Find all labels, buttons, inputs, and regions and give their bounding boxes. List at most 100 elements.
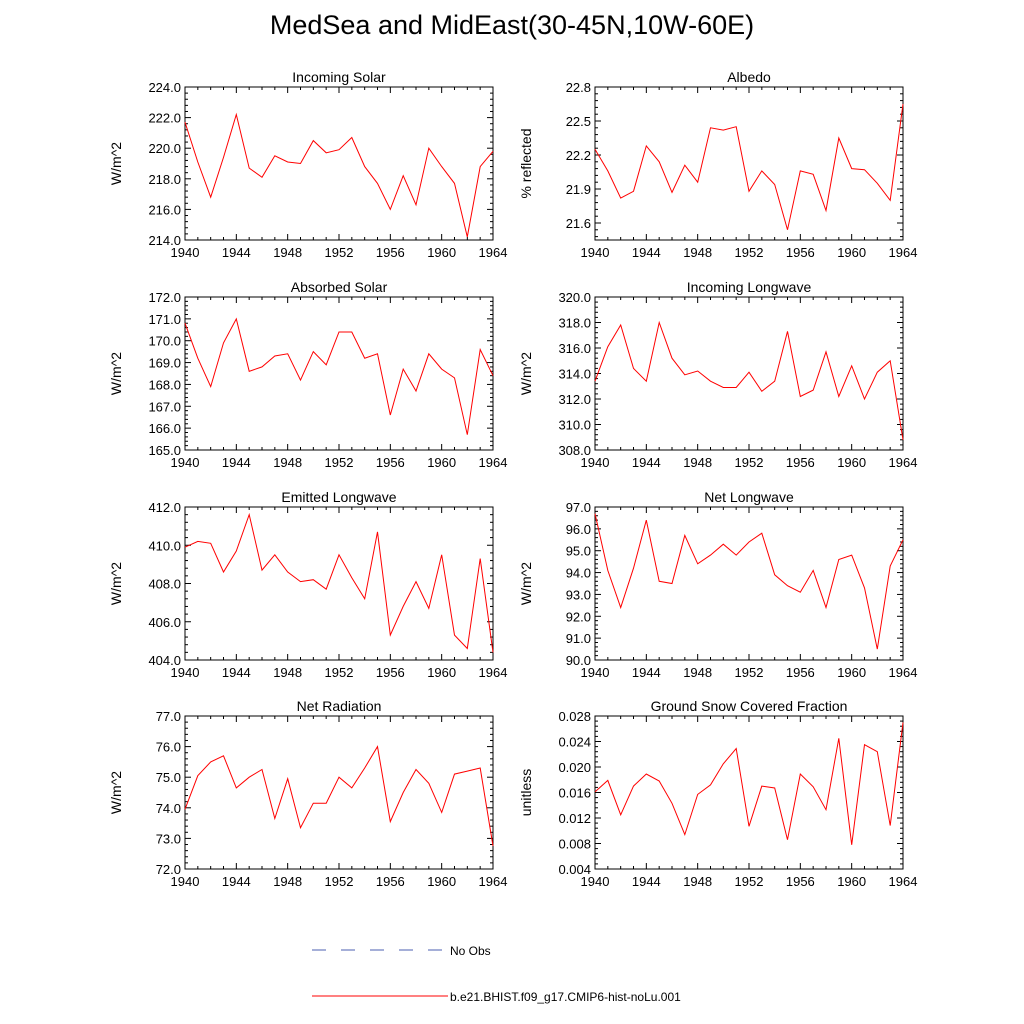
albedo-x-tick-label: 1956 [786, 245, 815, 260]
net-radiation-x-tick-label: 1948 [273, 874, 302, 889]
incoming-solar-title: Incoming Solar [292, 69, 386, 85]
albedo-y-tick-label: 22.8 [566, 80, 591, 95]
ground-snow-covered-fraction-y-axis-label: unitless [518, 769, 534, 816]
ground-snow-covered-fraction-title: Ground Snow Covered Fraction [651, 698, 848, 714]
net-longwave-x-tick-label: 1944 [632, 665, 661, 680]
absorbed-solar-y-tick-label: 165.0 [148, 443, 181, 458]
net-radiation-y-tick-label: 74.0 [156, 801, 181, 816]
albedo-x-tick-label: 1944 [632, 245, 661, 260]
net-longwave-y-tick-label: 93.0 [566, 587, 591, 602]
incoming-solar-x-tick-label: 1964 [479, 245, 508, 260]
net-longwave-series-line [594, 513, 904, 650]
incoming-longwave-frame [594, 296, 904, 451]
incoming-solar-series-line [184, 112, 494, 238]
ground-snow-covered-fraction-x-tick-label: 1960 [837, 874, 866, 889]
albedo-x-tick-label: 1964 [889, 245, 918, 260]
net-longwave-title: Net Longwave [704, 489, 794, 505]
ground-snow-covered-fraction-x-tick-label: 1944 [632, 874, 661, 889]
incoming-longwave-x-tick-label: 1964 [889, 455, 918, 470]
net-longwave-x-tick-label: 1940 [581, 665, 610, 680]
emitted-longwave-y-tick-label: 408.0 [148, 577, 181, 592]
albedo-x-tick-label: 1940 [581, 245, 610, 260]
emitted-longwave-x-tick-label: 1960 [427, 665, 456, 680]
emitted-longwave-x-tick-label: 1956 [376, 665, 405, 680]
emitted-longwave-x-tick-label: 1952 [325, 665, 354, 680]
net-radiation-y-tick-label: 77.0 [156, 709, 181, 724]
incoming-longwave-x-tick-label: 1944 [632, 455, 661, 470]
emitted-longwave-x-tick-label: 1948 [273, 665, 302, 680]
albedo-y-tick-label: 22.5 [566, 114, 591, 129]
ground-snow-covered-fraction-y-tick-label: 0.016 [558, 786, 591, 801]
net-longwave-y-tick-label: 92.0 [566, 609, 591, 624]
net-radiation-x-tick-label: 1956 [376, 874, 405, 889]
ground-snow-covered-fraction-x-tick-label: 1956 [786, 874, 815, 889]
net-radiation-y-tick-label: 75.0 [156, 770, 181, 785]
emitted-longwave-x-tick-label: 1944 [222, 665, 251, 680]
incoming-solar-x-tick-label: 1944 [222, 245, 251, 260]
absorbed-solar-x-tick-label: 1960 [427, 455, 456, 470]
incoming-longwave-y-tick-label: 312.0 [558, 392, 591, 407]
incoming-solar-y-tick-label: 222.0 [148, 111, 181, 126]
incoming-solar-y-tick-label: 224.0 [148, 80, 181, 95]
incoming-solar-y-axis-label: W/m^2 [108, 142, 124, 185]
net-radiation-y-tick-label: 76.0 [156, 740, 181, 755]
incoming-solar-x-tick-label: 1940 [171, 245, 200, 260]
ground-snow-covered-fraction-x-tick-label: 1952 [735, 874, 764, 889]
incoming-solar-y-tick-label: 218.0 [148, 172, 181, 187]
absorbed-solar-y-tick-label: 169.0 [148, 356, 181, 371]
albedo-y-axis-label: % reflected [518, 128, 534, 198]
net-longwave-x-tick-label: 1956 [786, 665, 815, 680]
absorbed-solar-x-tick-label: 1964 [479, 455, 508, 470]
incoming-longwave-x-tick-label: 1948 [683, 455, 712, 470]
net-radiation-y-axis-label: W/m^2 [108, 771, 124, 814]
net-radiation-frame [184, 715, 494, 870]
incoming-longwave-y-tick-label: 316.0 [558, 341, 591, 356]
net-radiation-x-tick-label: 1952 [325, 874, 354, 889]
net-longwave-x-tick-label: 1952 [735, 665, 764, 680]
incoming-solar-x-tick-label: 1956 [376, 245, 405, 260]
emitted-longwave-frame [184, 506, 494, 661]
incoming-longwave-y-tick-label: 314.0 [558, 367, 591, 382]
net-radiation-x-tick-label: 1960 [427, 874, 456, 889]
net-longwave-y-tick-label: 95.0 [566, 544, 591, 559]
net-longwave-y-tick-label: 94.0 [566, 566, 591, 581]
net-radiation-series-line [184, 745, 494, 847]
ground-snow-covered-fraction-x-tick-label: 1964 [889, 874, 918, 889]
ground-snow-covered-fraction-y-tick-label: 0.024 [558, 735, 591, 750]
incoming-solar-y-tick-label: 214.0 [148, 233, 181, 248]
absorbed-solar-y-tick-label: 168.0 [148, 377, 181, 392]
net-radiation-title: Net Radiation [297, 698, 382, 714]
incoming-solar-y-tick-label: 216.0 [148, 202, 181, 217]
absorbed-solar-y-tick-label: 170.0 [148, 334, 181, 349]
emitted-longwave-y-tick-label: 406.0 [148, 615, 181, 630]
absorbed-solar-y-tick-label: 172.0 [148, 290, 181, 305]
incoming-solar-frame [184, 86, 494, 241]
ground-snow-covered-fraction-y-tick-label: 0.008 [558, 837, 591, 852]
albedo-y-tick-label: 22.2 [566, 148, 591, 163]
incoming-longwave-y-tick-label: 310.0 [558, 418, 591, 433]
net-radiation-x-tick-label: 1964 [479, 874, 508, 889]
emitted-longwave-x-tick-label: 1964 [479, 665, 508, 680]
net-longwave-frame [594, 506, 904, 661]
figure-title: MedSea and MidEast(30-45N,10W-60E) [269, 10, 755, 40]
emitted-longwave-series-line [184, 512, 494, 653]
albedo-y-tick-label: 21.9 [566, 182, 591, 197]
incoming-longwave-y-axis-label: W/m^2 [518, 352, 534, 395]
albedo-x-tick-label: 1952 [735, 245, 764, 260]
absorbed-solar-x-tick-label: 1944 [222, 455, 251, 470]
albedo-title: Albedo [727, 69, 771, 85]
incoming-longwave-series-line [594, 320, 904, 440]
ground-snow-covered-fraction-y-tick-label: 0.020 [558, 760, 591, 775]
ground-snow-covered-fraction-x-tick-label: 1940 [581, 874, 610, 889]
emitted-longwave-y-tick-label: 404.0 [148, 653, 181, 668]
net-longwave-x-tick-label: 1964 [889, 665, 918, 680]
ground-snow-covered-fraction-series-line [594, 722, 904, 845]
albedo-x-tick-label: 1960 [837, 245, 866, 260]
incoming-longwave-title: Incoming Longwave [687, 279, 812, 295]
incoming-solar-y-tick-label: 220.0 [148, 141, 181, 156]
incoming-solar-x-tick-label: 1948 [273, 245, 302, 260]
incoming-longwave-x-tick-label: 1952 [735, 455, 764, 470]
incoming-longwave-x-tick-label: 1960 [837, 455, 866, 470]
ground-snow-covered-fraction-x-tick-label: 1948 [683, 874, 712, 889]
